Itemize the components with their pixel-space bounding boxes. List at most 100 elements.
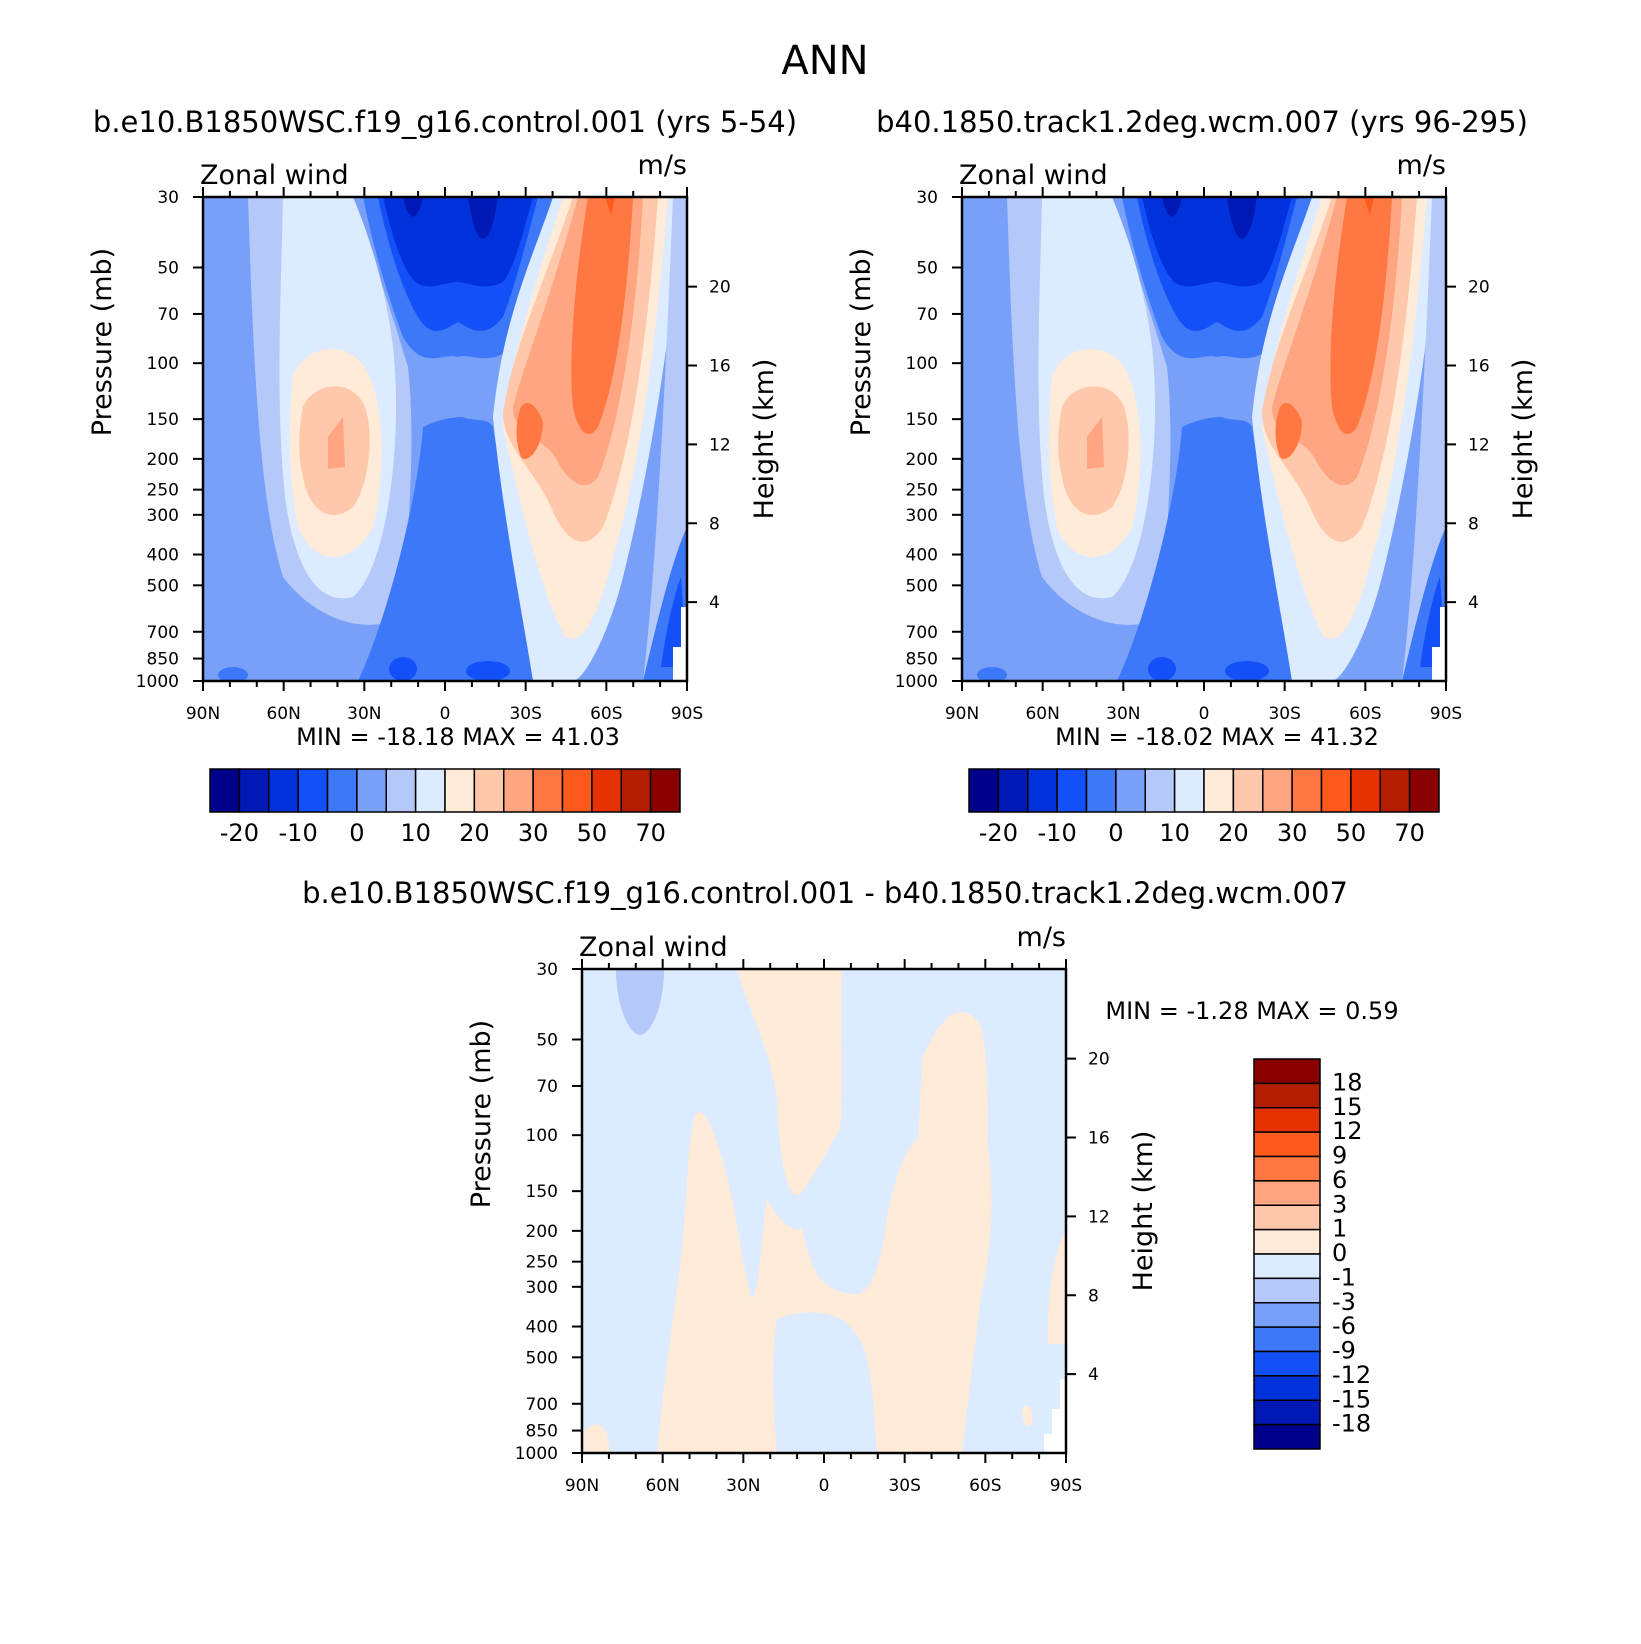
- pressure-tick-label: 150: [906, 410, 938, 430]
- colorbar-swatch: [1085, 768, 1117, 813]
- colorbar-swatch: [1253, 1155, 1321, 1182]
- colorbar-label: -12: [1332, 1361, 1371, 1389]
- units-label: m/s: [638, 150, 687, 181]
- units-label: m/s: [1397, 150, 1446, 181]
- y-label-right: Height (km): [1508, 359, 1539, 520]
- pressure-tick-label: 300: [147, 506, 179, 526]
- colorbar-label: 0: [349, 819, 364, 847]
- height-tick-label: 8: [709, 514, 720, 534]
- colorbar-label: -10: [1038, 819, 1077, 847]
- colorbar-label: -20: [220, 819, 259, 847]
- height-tick-label: 16: [709, 357, 731, 377]
- pressure-tick-label: 100: [526, 1126, 558, 1146]
- colorbar-label: 18: [1332, 1068, 1363, 1096]
- height-tick-label: 16: [1468, 357, 1490, 377]
- colorbar-label: -20: [979, 819, 1018, 847]
- colorbar-label: -6: [1332, 1312, 1356, 1340]
- pressure-tick-label: 850: [906, 650, 938, 670]
- colorbar-swatch: [1350, 768, 1381, 813]
- lat-tick-label: 0: [1199, 704, 1210, 724]
- lat-tick-label: 90N: [945, 704, 979, 724]
- pressure-tick-label: 70: [157, 305, 179, 325]
- lat-tick-label: 60S: [590, 704, 622, 724]
- colorbar-label: 12: [1332, 1117, 1363, 1145]
- pressure-tick-label: 50: [536, 1031, 558, 1051]
- pressure-tick-label: 30: [536, 960, 558, 980]
- colorbar-swatch: [1253, 1131, 1321, 1158]
- colorbar-label: 30: [518, 819, 549, 847]
- colorbar-label: 6: [1332, 1166, 1347, 1194]
- pressure-tick-label: 400: [147, 546, 179, 566]
- colorbar-label: 9: [1332, 1142, 1347, 1170]
- pressure-tick-label: 70: [916, 305, 938, 325]
- colorbar-swatch: [326, 768, 358, 813]
- pressure-tick-label: 250: [526, 1253, 558, 1273]
- colorbar-swatch: [1056, 768, 1088, 813]
- lat-tick-label: 30N: [1106, 704, 1140, 724]
- colorbar-swatch: [1232, 768, 1264, 813]
- lat-tick-label: 30N: [726, 1476, 760, 1496]
- colorbar-swatch: [1253, 1228, 1321, 1255]
- colorbar-swatch: [1253, 1253, 1321, 1280]
- colorbar-test: -20 -10 0 10 20 30 50 70: [968, 768, 1440, 847]
- min-max-difference: MIN = -1.28 MAX = 0.59: [1105, 997, 1398, 1025]
- pressure-tick-label: 300: [526, 1278, 558, 1298]
- y-label-left: Pressure (mb): [466, 1020, 497, 1208]
- pressure-tick-label: 100: [147, 354, 179, 374]
- lat-tick-label: 0: [819, 1476, 830, 1496]
- pressure-tick-label: 400: [906, 546, 938, 566]
- height-tick-label: 4: [1088, 1365, 1099, 1385]
- min-max-test: MIN = -18.02 MAX = 41.32: [1055, 723, 1379, 751]
- colorbar-swatch: [1253, 1302, 1321, 1328]
- panel-title-test: b40.1850.track1.2deg.wcm.007 (yrs 96-295…: [876, 105, 1528, 139]
- colorbar-swatch: [1253, 1399, 1321, 1426]
- lat-tick-label: 60N: [645, 1476, 679, 1496]
- colorbar-label: -3: [1332, 1288, 1356, 1316]
- colorbar-swatch: [297, 768, 329, 813]
- contour-field-difference: [582, 969, 1066, 1453]
- colorbar-swatch: [997, 768, 1029, 813]
- colorbar-swatch: [209, 768, 241, 813]
- lat-tick-label: 30S: [509, 704, 541, 724]
- colorbar-swatch: [1262, 768, 1293, 813]
- pressure-tick-label: 850: [147, 650, 179, 670]
- lat-tick-label: 60S: [969, 1476, 1001, 1496]
- colorbar-swatch: [1253, 1350, 1321, 1377]
- pressure-tick-label: 700: [526, 1395, 558, 1415]
- pressure-tick-label: 150: [147, 410, 179, 430]
- pressure-tick-label: 50: [157, 259, 179, 279]
- colorbar-label: 50: [1336, 819, 1367, 847]
- pressure-tick-label: 500: [147, 576, 179, 596]
- panel-difference: 3050701001502002503004005007008501000201…: [466, 922, 1399, 1496]
- colorbar-swatch: [356, 768, 387, 813]
- lat-tick-label: 0: [440, 704, 451, 724]
- colorbar-swatch: [1253, 1326, 1321, 1353]
- colorbar-label: 0: [1108, 819, 1123, 847]
- contour-field-test: [962, 197, 1446, 681]
- colorbar-swatch: [1253, 1423, 1321, 1450]
- colorbar-label: -9: [1332, 1337, 1356, 1365]
- colorbar-label: 3: [1332, 1190, 1347, 1218]
- colorbar-label: -15: [1332, 1385, 1371, 1413]
- colorbar-label: 1: [1332, 1215, 1347, 1243]
- colorbar-swatch: [591, 768, 622, 813]
- pressure-tick-label: 1000: [515, 1444, 558, 1464]
- panel-title-control: b.e10.B1850WSC.f19_g16.control.001 (yrs …: [93, 105, 797, 139]
- variable-label: Zonal wind: [959, 160, 1108, 191]
- y-label-left: Pressure (mb): [846, 248, 877, 436]
- pressure-tick-label: 200: [526, 1222, 558, 1242]
- colorbar-swatch: [1408, 768, 1440, 813]
- colorbar-label: -10: [279, 819, 318, 847]
- height-tick-label: 20: [709, 278, 731, 298]
- pressure-tick-label: 250: [147, 481, 179, 501]
- lat-tick-label: 90N: [186, 704, 220, 724]
- pressure-tick-label: 50: [916, 259, 938, 279]
- variable-label: Zonal wind: [579, 932, 728, 963]
- pressure-tick-label: 1000: [895, 672, 938, 692]
- colorbar-swatch: [1253, 1107, 1321, 1133]
- colorbar-swatch: [1144, 768, 1176, 813]
- colorbar-swatch: [1379, 768, 1411, 813]
- colorbar-swatch: [561, 768, 593, 813]
- height-tick-label: 8: [1088, 1286, 1099, 1306]
